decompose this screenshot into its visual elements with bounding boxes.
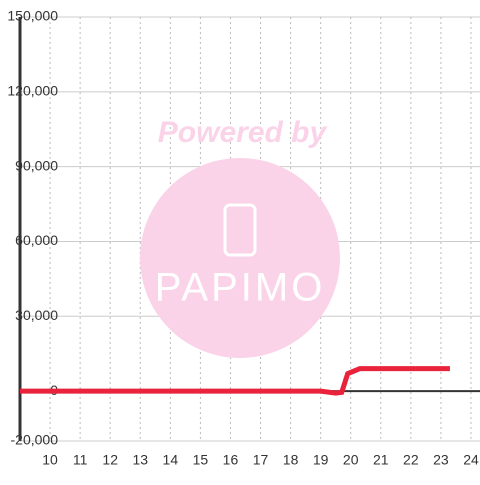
y-tick-label: 30,000 [15,307,58,323]
x-tick-label: 21 [373,452,389,468]
watermark-brand: PAPIMO [155,266,326,310]
y-tick-label: 120,000 [7,83,58,99]
x-tick-label: 23 [433,452,449,468]
y-tick-label: 90,000 [15,157,58,173]
data-line [20,366,450,396]
watermark-top: Powered by [158,116,328,149]
x-tick-label: 17 [253,452,269,468]
watermark: Powered by PAPIMO [140,116,340,358]
x-tick-label: 10 [42,452,58,468]
watermark-phone [223,203,257,257]
x-tick-label: 11 [73,452,88,468]
x-tick-label: 22 [403,452,419,468]
x-tick-label: 24 [463,452,479,468]
x-tick-label: 12 [102,452,118,468]
x-tick-label: 18 [283,452,299,468]
x-tick-label: 16 [223,452,239,468]
x-tick-label: 13 [132,452,148,468]
x-tick-label: 19 [313,452,329,468]
x-tick-label: 15 [193,452,209,468]
x-tick-label: 14 [163,452,179,468]
y-tick-label: 150,000 [7,8,58,24]
x-tick-label: 20 [343,452,359,468]
watermark-circle [140,158,340,358]
y-tick-label: 60,000 [15,232,58,248]
y-tick-label: -20,000 [11,432,59,448]
